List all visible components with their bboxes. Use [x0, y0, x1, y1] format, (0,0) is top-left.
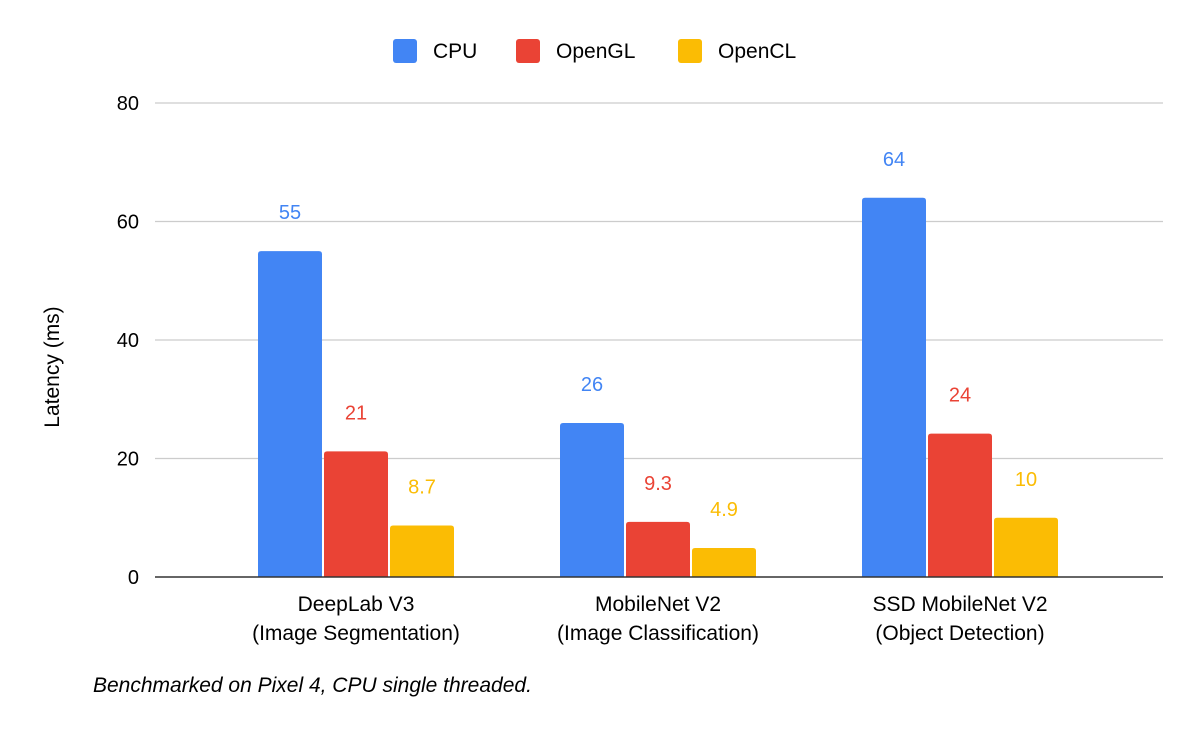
- gridlines: [155, 102, 1163, 460]
- y-tick-label: 20: [117, 449, 139, 471]
- chart-footnote: Benchmarked on Pixel 4, CPU single threa…: [93, 674, 532, 697]
- bar-opencl: [390, 525, 454, 577]
- legend-swatch-opengl: [516, 39, 540, 63]
- legend-swatch-cpu: [393, 39, 417, 63]
- y-tick-label: 0: [128, 567, 139, 589]
- bar-cpu: [560, 422, 624, 577]
- value-label-opengl: 21: [345, 402, 367, 424]
- bar-opengl: [928, 433, 992, 577]
- value-label-opencl: 4.9: [710, 499, 738, 521]
- y-tick-label: 60: [117, 212, 139, 234]
- value-label-opengl: 24: [949, 385, 971, 407]
- y-tick-label: 80: [117, 93, 139, 115]
- value-label-opencl: 10: [1015, 469, 1037, 491]
- value-label-opencl: 8.7: [408, 476, 436, 498]
- value-label-cpu: 55: [279, 202, 301, 224]
- legend-label-opengl: OpenGL: [556, 40, 635, 63]
- x-category-label: (Object Detection): [875, 622, 1044, 645]
- bar-opengl: [626, 521, 690, 577]
- y-axis-title: Latency (ms): [41, 306, 64, 427]
- x-category-label: DeepLab V3: [298, 593, 415, 616]
- x-category-label: (Image Classification): [557, 622, 759, 645]
- bar-cpu: [258, 251, 322, 577]
- value-label-cpu: 64: [883, 149, 905, 171]
- bar-opencl: [692, 547, 756, 577]
- legend-swatch-opencl: [678, 39, 702, 63]
- value-labels: 55 26 64 21 9.3 24 8.7 4.9 10: [279, 149, 1037, 521]
- bar-opengl: [324, 451, 388, 577]
- y-tick-label: 40: [117, 330, 139, 352]
- x-category-label: MobileNet V2: [595, 593, 721, 616]
- bar-cpu: [862, 197, 926, 578]
- x-category-label: (Image Segmentation): [252, 622, 460, 645]
- x-axis-category-labels: DeepLab V3 (Image Segmentation) MobileNet …: [252, 593, 1047, 645]
- x-category-label: SSD MobileNet V2: [872, 593, 1047, 616]
- y-axis-ticks: 0 20 40 60 80: [117, 93, 139, 589]
- value-label-cpu: 26: [581, 374, 603, 396]
- value-label-opengl: 9.3: [644, 473, 672, 495]
- legend-label-opencl: OpenCL: [718, 40, 796, 63]
- bars: [258, 197, 1058, 578]
- chart-legend: CPU OpenGL OpenCL: [393, 39, 796, 63]
- bar-opencl: [994, 517, 1058, 577]
- legend-label-cpu: CPU: [433, 40, 477, 63]
